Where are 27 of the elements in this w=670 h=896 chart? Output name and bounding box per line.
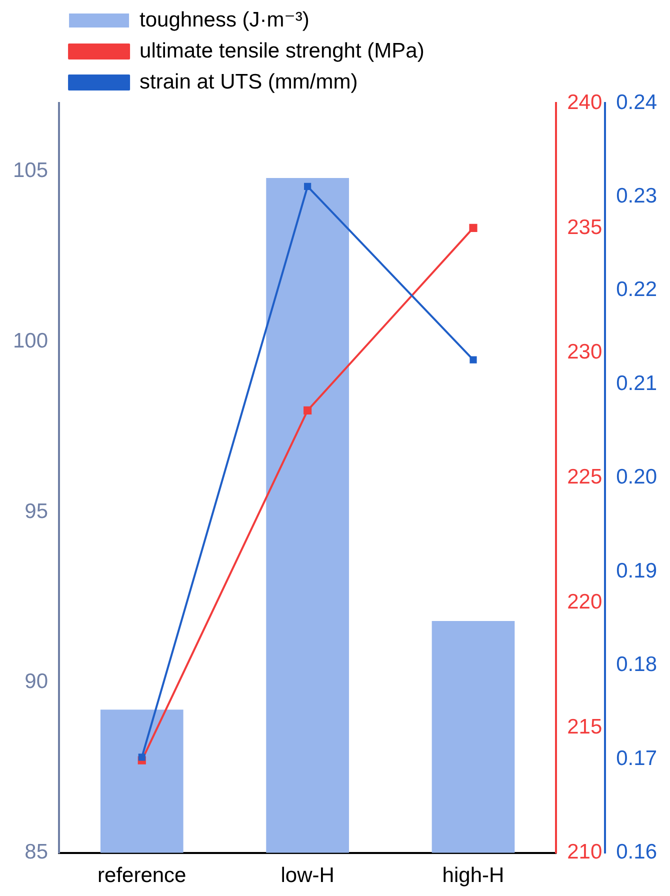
y3-tick-label: 0.19 [616,559,658,582]
y2-tick-label: 225 [567,466,602,489]
y2-tick-label: 230 [567,340,602,364]
y3-tick-label: 0.23 [616,184,658,208]
y2-tick-label: 215 [567,716,602,739]
legend-label: ultimate tensile strenght (MPa) [140,39,424,62]
y-tick-label: 90 [24,670,48,694]
y-tick-label: 105 [12,158,48,182]
x-tick-label: low-H [280,864,334,888]
y-tick-label: 100 [12,329,48,352]
y2-tick-label: 210 [567,840,602,864]
y2-tick-label: 240 [567,90,602,114]
y3-tick-label: 0.18 [616,653,658,676]
y3-tick-label: 0.16 [616,840,658,864]
legend-label: toughness (J·m⁻³) [140,8,310,32]
y2-tick-label: 235 [567,216,602,239]
y-tick-label: 95 [24,500,48,523]
x-tick-label: high-H [442,864,504,888]
legend-label: strain at UTS (mm/mm) [140,70,358,94]
y2-tick-label: 220 [567,590,602,614]
x-tick-label: reference [98,864,186,888]
y-tick-label: 85 [24,840,48,864]
y3-tick-label: 0.17 [616,746,658,770]
y3-tick-label: 0.22 [616,278,658,302]
y3-tick-label: 0.21 [616,372,658,395]
y3-tick-label: 0.20 [616,466,658,489]
y3-tick-label: 0.24 [616,90,658,114]
